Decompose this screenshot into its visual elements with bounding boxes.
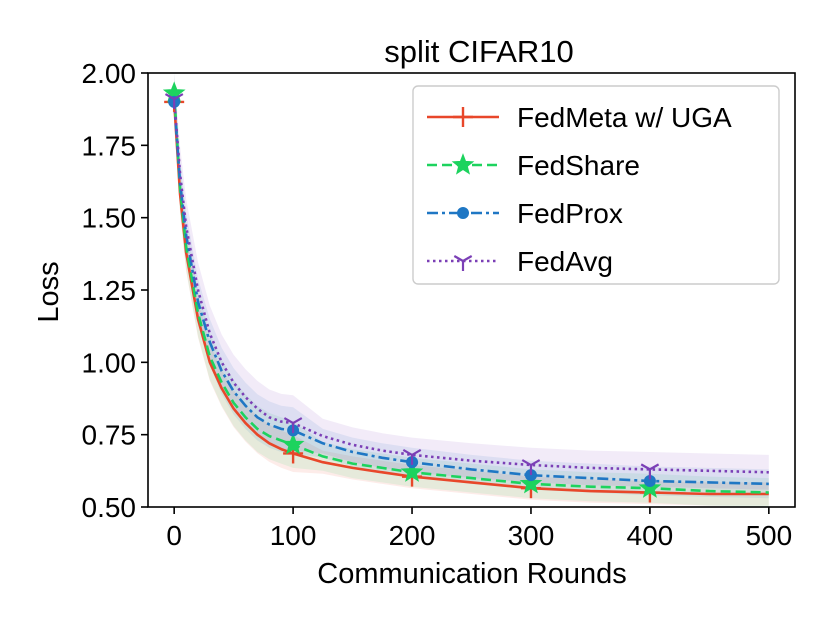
legend-marker-0 bbox=[453, 107, 473, 127]
y-tick-label-1: 0.75 bbox=[82, 420, 137, 451]
y-tick-label-3: 1.25 bbox=[82, 275, 137, 306]
legend-marker-1 bbox=[451, 153, 475, 175]
line-series-3 bbox=[172, 98, 769, 474]
marker-series-1-1 bbox=[281, 432, 305, 455]
y-axis-label: Loss bbox=[33, 261, 65, 322]
marker-series-3-1 bbox=[283, 417, 303, 434]
x-axis-label: Communication Rounds bbox=[317, 558, 626, 590]
legend-marker-2 bbox=[457, 207, 469, 219]
y-tick-label-5: 1.75 bbox=[82, 130, 137, 161]
marker-series-3-2 bbox=[402, 448, 422, 465]
y-tick-label-6: 2.00 bbox=[82, 58, 137, 89]
legend-label-3: FedAvg bbox=[517, 246, 613, 277]
y-tick-label-0: 0.50 bbox=[82, 492, 137, 523]
x-tick-label-5: 500 bbox=[745, 520, 792, 551]
marker-series-3-0 bbox=[164, 93, 184, 110]
x-tick-label-0: 0 bbox=[166, 520, 182, 551]
x-tick-label-4: 400 bbox=[627, 520, 674, 551]
x-tick-label-1: 100 bbox=[270, 520, 317, 551]
marker-series-1-4 bbox=[638, 476, 662, 498]
line-series-1 bbox=[172, 93, 769, 494]
chart-title: split CIFAR10 bbox=[384, 34, 574, 69]
series-markers bbox=[162, 81, 662, 503]
marker-series-1-3 bbox=[519, 472, 543, 494]
x-tick-label-3: 300 bbox=[508, 520, 555, 551]
marker-series-3-4 bbox=[640, 463, 660, 480]
y-tick-label-2: 1.00 bbox=[82, 347, 137, 378]
axes: 0 100 200 300 400 500 0.50 0.75 1.00 1.25 1.50 1.75… bbox=[82, 58, 796, 551]
y-tick-label-4: 1.50 bbox=[82, 203, 137, 234]
legend-label-2: FedProx bbox=[517, 198, 623, 229]
legend-label-0: FedMeta w/ UGA bbox=[517, 102, 732, 133]
marker-series-3-3 bbox=[521, 459, 541, 476]
legend-label-1: FedShare bbox=[517, 150, 640, 181]
marker-series-1-2 bbox=[400, 460, 424, 482]
legend: FedMeta w/ UGA FedShare FedProx FedAvg bbox=[412, 85, 780, 285]
legend-marker-3 bbox=[453, 255, 473, 271]
legend-box bbox=[412, 85, 780, 285]
line-series-2 bbox=[172, 101, 769, 486]
x-tick-label-2: 200 bbox=[389, 520, 436, 551]
